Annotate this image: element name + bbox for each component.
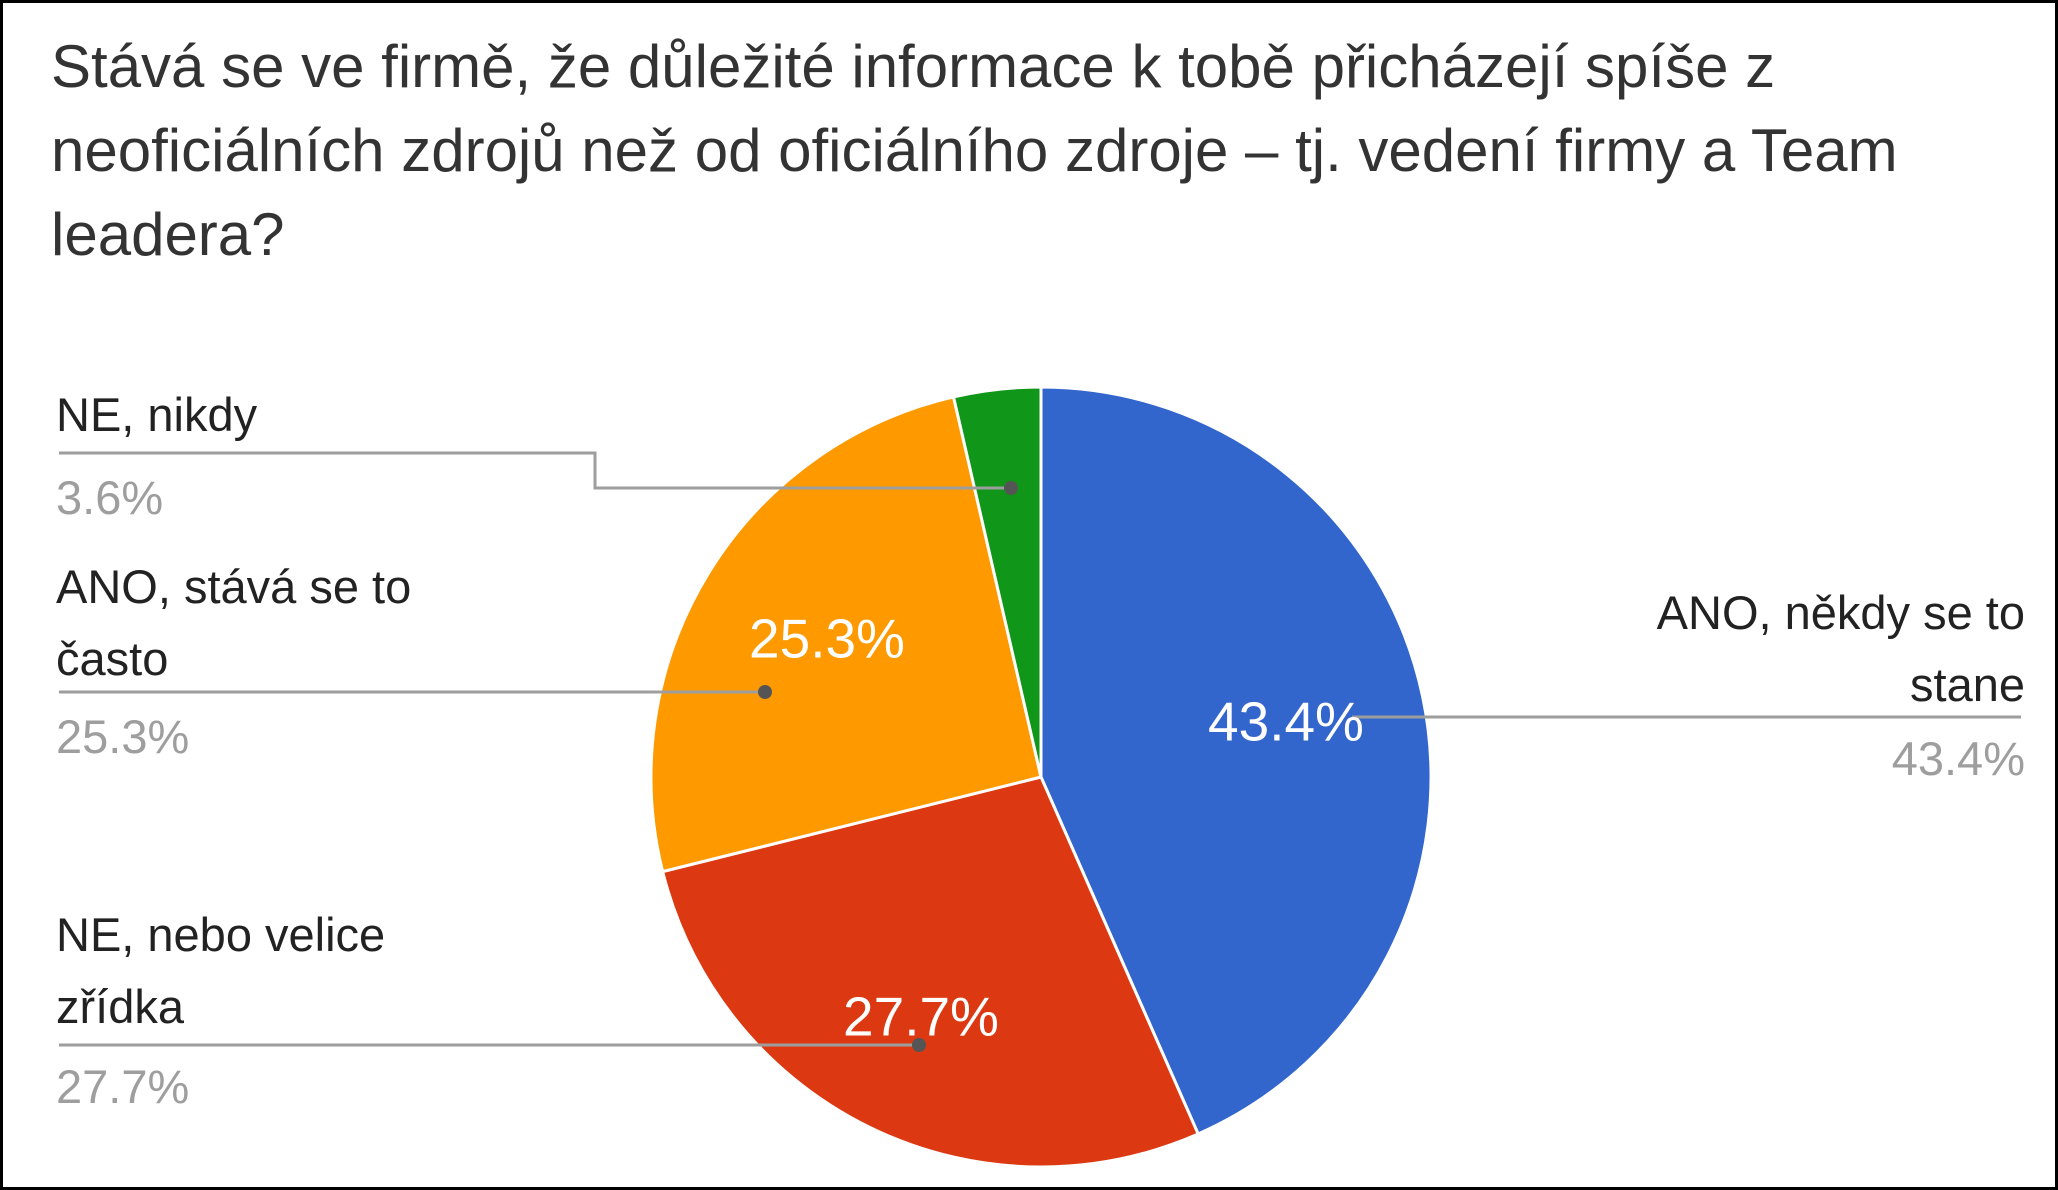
legend-label: ANO, stává se to často: [56, 560, 412, 685]
chart-title: Stává se ve firmě, že důležité informace…: [51, 33, 1898, 268]
legend-label: NE, nebo velice zřídka: [56, 908, 386, 1033]
pie-slice: [660, 775, 1201, 1169]
leader-line: [59, 451, 1011, 490]
pie-slice: [1039, 385, 1433, 1136]
leader-dot: [1004, 481, 1018, 495]
leader-dot: [758, 685, 772, 699]
legend-percent: 3.6%: [56, 471, 164, 524]
legend-label: ANO, někdy se to stane: [1656, 586, 2025, 711]
legend-percent: 43.4%: [1891, 732, 2025, 785]
slice-label: 43.4%: [1208, 691, 1364, 753]
legend-percent: 27.7%: [56, 1060, 190, 1113]
pie-slice: [951, 385, 1043, 778]
slice-label: 27.7%: [843, 986, 999, 1048]
pie-chart: 43.4% 27.7% 25.3%: [59, 385, 2021, 1169]
legend-percent: 25.3%: [56, 710, 190, 763]
leader-dot: [912, 1038, 926, 1052]
legend-label: NE, nikdy: [56, 388, 258, 441]
slice-label: 25.3%: [749, 608, 905, 670]
pie-slice: [649, 395, 1043, 874]
